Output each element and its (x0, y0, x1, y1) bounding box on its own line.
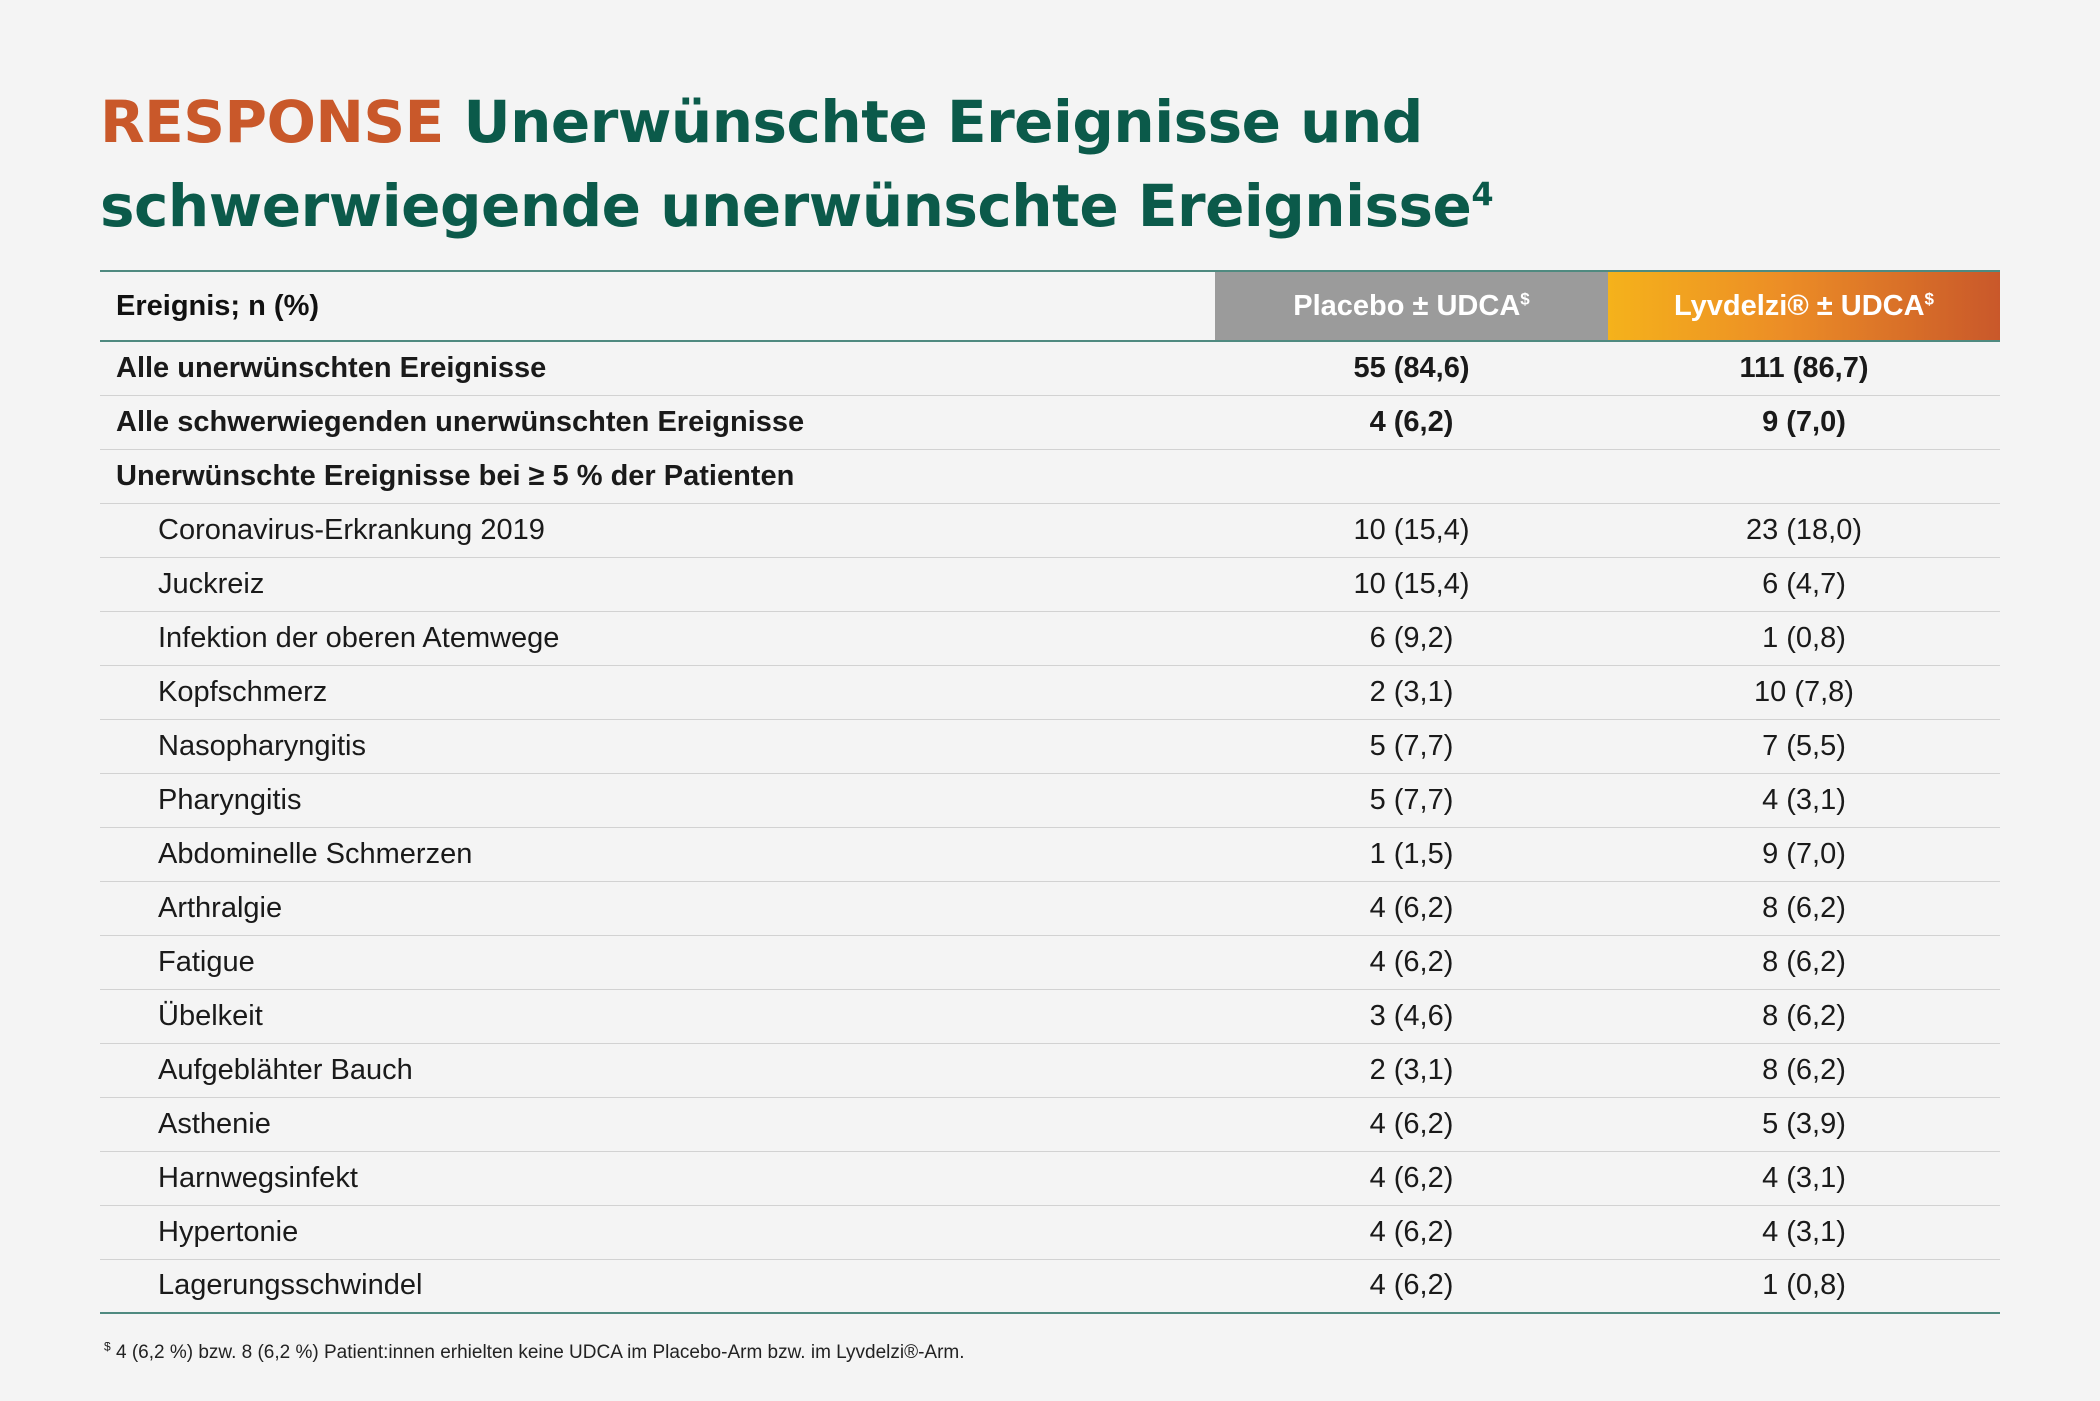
table-row: Alle schwerwiegenden unerwünschten Ereig… (100, 395, 2000, 450)
table-row: Lagerungsschwindel 4 (6,2) 1 (0,8) (100, 1259, 2000, 1314)
row-lyvdelzi-value: 4 (3,1) (1608, 1151, 2000, 1206)
title-line2: schwerwiegende unerwünschte Ereignisse (100, 172, 1472, 240)
row-label: Hypertonie (100, 1205, 1215, 1260)
row-lyvdelzi-value: 8 (6,2) (1608, 881, 2000, 936)
row-label: Juckreiz (100, 557, 1215, 612)
table-row: Hypertonie 4 (6,2) 4 (3,1) (100, 1205, 2000, 1260)
row-label: Harnwegsinfekt (100, 1151, 1215, 1206)
header-lyvdelzi: Lyvdelzi® ± UDCA$ (1608, 270, 2000, 342)
table-row: Abdominelle Schmerzen 1 (1,5) 9 (7,0) (100, 827, 2000, 882)
footnote-mark: $ (104, 1339, 111, 1354)
row-lyvdelzi-value: 9 (7,0) (1608, 395, 2000, 450)
row-label: Unerwünschte Ereignisse bei ≥ 5 % der Pa… (100, 449, 1215, 504)
table-header-row: Ereignis; n (%) Placebo ± UDCA$ Lyvdelzi… (100, 270, 2000, 342)
row-label: Aufgeblähter Bauch (100, 1043, 1215, 1098)
row-lyvdelzi-value: 8 (6,2) (1608, 1043, 2000, 1098)
table-row: Aufgeblähter Bauch 2 (3,1) 8 (6,2) (100, 1043, 2000, 1098)
table-row: Kopfschmerz 2 (3,1) 10 (7,8) (100, 665, 2000, 720)
title-footnote-ref: 4 (1471, 175, 1494, 214)
row-label: Asthenie (100, 1097, 1215, 1152)
header-placebo-label: Placebo ± UDCA (1293, 289, 1521, 322)
table-row: Übelkeit 3 (4,6) 8 (6,2) (100, 989, 2000, 1044)
table-row: Harnwegsinfekt 4 (6,2) 4 (3,1) (100, 1151, 2000, 1206)
row-placebo-value: 4 (6,2) (1215, 935, 1608, 990)
row-lyvdelzi-value: 5 (3,9) (1608, 1097, 2000, 1152)
row-label: Nasopharyngitis (100, 719, 1215, 774)
row-placebo-value: 2 (3,1) (1215, 665, 1608, 720)
row-placebo-value: 5 (7,7) (1215, 719, 1608, 774)
page-title: RESPONSE Unerwünschte Ereignisse und sch… (100, 80, 2000, 248)
row-label: Kopfschmerz (100, 665, 1215, 720)
row-lyvdelzi-value: 8 (6,2) (1608, 935, 2000, 990)
header-lyvdelzi-mark: $ (1924, 288, 1934, 308)
row-lyvdelzi-value: 8 (6,2) (1608, 989, 2000, 1044)
footnote: $ 4 (6,2 %) bzw. 8 (6,2 %) Patient:innen… (104, 1339, 965, 1364)
row-lyvdelzi-value: 111 (86,7) (1608, 341, 2000, 396)
header-event-label: Ereignis; n (%) (116, 289, 320, 322)
row-lyvdelzi-value: 4 (3,1) (1608, 773, 2000, 828)
row-lyvdelzi-value: 1 (0,8) (1608, 611, 2000, 666)
row-label: Lagerungsschwindel (100, 1259, 1215, 1314)
table-row: Alle unerwünschten Ereignisse 55 (84,6) … (100, 341, 2000, 396)
study-name: RESPONSE (100, 88, 444, 156)
row-label: Fatigue (100, 935, 1215, 990)
row-lyvdelzi-value: 9 (7,0) (1608, 827, 2000, 882)
row-label: Infektion der oberen Atemwege (100, 611, 1215, 666)
table-row: Infektion der oberen Atemwege 6 (9,2) 1 … (100, 611, 2000, 666)
row-placebo-value: 4 (6,2) (1215, 881, 1608, 936)
row-placebo-value: 6 (9,2) (1215, 611, 1608, 666)
row-lyvdelzi-value: 7 (5,5) (1608, 719, 2000, 774)
row-placebo-value: 4 (6,2) (1215, 395, 1608, 450)
row-label: Übelkeit (100, 989, 1215, 1044)
row-placebo-value: 2 (3,1) (1215, 1043, 1608, 1098)
row-label: Coronavirus-Erkrankung 2019 (100, 503, 1215, 558)
row-lyvdelzi-value (1608, 449, 2000, 504)
row-placebo-value: 4 (6,2) (1215, 1205, 1608, 1260)
header-placebo-mark: $ (1520, 288, 1530, 308)
row-lyvdelzi-value: 4 (3,1) (1608, 1205, 2000, 1260)
row-placebo-value: 4 (6,2) (1215, 1097, 1608, 1152)
row-lyvdelzi-value: 1 (0,8) (1608, 1259, 2000, 1314)
row-lyvdelzi-value: 10 (7,8) (1608, 665, 2000, 720)
row-placebo-value: 4 (6,2) (1215, 1259, 1608, 1314)
header-placebo: Placebo ± UDCA$ (1215, 270, 1608, 342)
row-label: Arthralgie (100, 881, 1215, 936)
row-placebo-value: 10 (15,4) (1215, 557, 1608, 612)
title-line1: Unerwünschte Ereignisse und (463, 88, 1424, 156)
row-placebo-value (1215, 449, 1608, 504)
row-label: Abdominelle Schmerzen (100, 827, 1215, 882)
table-body: Alle unerwünschten Ereignisse 55 (84,6) … (100, 341, 2000, 1314)
table-row: Coronavirus-Erkrankung 2019 10 (15,4) 23… (100, 503, 2000, 558)
table-row: Juckreiz 10 (15,4) 6 (4,7) (100, 557, 2000, 612)
row-placebo-value: 10 (15,4) (1215, 503, 1608, 558)
row-label: Alle unerwünschten Ereignisse (100, 341, 1215, 396)
row-label: Alle schwerwiegenden unerwünschten Ereig… (100, 395, 1215, 450)
header-lyvdelzi-label: Lyvdelzi® ± UDCA (1674, 289, 1925, 322)
header-event: Ereignis; n (%) (100, 270, 1215, 342)
row-label: Pharyngitis (100, 773, 1215, 828)
row-placebo-value: 55 (84,6) (1215, 341, 1608, 396)
row-lyvdelzi-value: 23 (18,0) (1608, 503, 2000, 558)
row-lyvdelzi-value: 6 (4,7) (1608, 557, 2000, 612)
row-placebo-value: 1 (1,5) (1215, 827, 1608, 882)
row-placebo-value: 4 (6,2) (1215, 1151, 1608, 1206)
footnote-text: 4 (6,2 %) bzw. 8 (6,2 %) Patient:innen e… (115, 1342, 965, 1363)
adverse-events-table: Ereignis; n (%) Placebo ± UDCA$ Lyvdelzi… (100, 270, 2000, 1314)
table-row: Nasopharyngitis 5 (7,7) 7 (5,5) (100, 719, 2000, 774)
table-row: Fatigue 4 (6,2) 8 (6,2) (100, 935, 2000, 990)
table-row: Asthenie 4 (6,2) 5 (3,9) (100, 1097, 2000, 1152)
table-row-section: Unerwünschte Ereignisse bei ≥ 5 % der Pa… (100, 449, 2000, 504)
table-row: Arthralgie 4 (6,2) 8 (6,2) (100, 881, 2000, 936)
table-row: Pharyngitis 5 (7,7) 4 (3,1) (100, 773, 2000, 828)
row-placebo-value: 3 (4,6) (1215, 989, 1608, 1044)
row-placebo-value: 5 (7,7) (1215, 773, 1608, 828)
